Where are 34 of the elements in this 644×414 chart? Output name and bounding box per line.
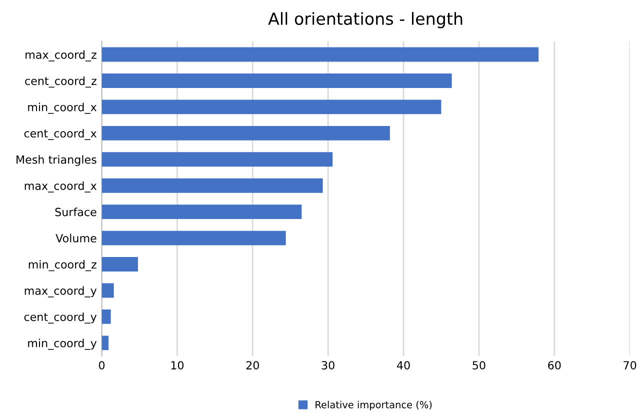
bar bbox=[102, 47, 539, 62]
x-tick-label: 10 bbox=[171, 361, 184, 370]
bar bbox=[102, 257, 138, 272]
bar bbox=[102, 74, 452, 88]
chart-title: All orientations - length bbox=[268, 12, 462, 28]
y-tick-label: cent_coord_z bbox=[25, 76, 96, 88]
bar bbox=[102, 152, 333, 167]
x-tick-label: 60 bbox=[548, 361, 561, 370]
y-tick-label: cent_coord_y bbox=[24, 312, 97, 324]
bar bbox=[102, 310, 111, 324]
y-tick-label: cent_coord_x bbox=[24, 128, 97, 140]
bar bbox=[102, 100, 442, 114]
x-tick-label: 50 bbox=[472, 361, 486, 370]
y-tick-label: max_coord_z bbox=[26, 50, 96, 62]
x-tick-label: 0 bbox=[98, 361, 105, 370]
bar bbox=[102, 178, 323, 193]
y-tick-label: min_coord_z bbox=[28, 260, 96, 272]
y-tick-label: min_coord_y bbox=[28, 338, 97, 350]
y-tick-label: max_coord_y bbox=[24, 286, 97, 298]
bar bbox=[102, 204, 302, 220]
x-tick-label: 30 bbox=[322, 361, 334, 370]
bar bbox=[102, 126, 390, 140]
bar bbox=[102, 336, 109, 350]
legend-label: Relative importance (%) bbox=[316, 400, 432, 410]
x-tick-label: 40 bbox=[396, 361, 410, 370]
y-tick-label: max_coord_x bbox=[24, 181, 97, 192]
y-tick-label: Surface bbox=[55, 208, 96, 216]
bar bbox=[102, 230, 286, 246]
y-tick-label: Mesh triangles bbox=[16, 155, 96, 166]
y-tick-label: min_coord_x bbox=[28, 102, 97, 114]
bar bbox=[102, 283, 114, 298]
x-tick-label: 70 bbox=[624, 361, 636, 370]
x-tick-label: 20 bbox=[246, 361, 259, 370]
y-tick-label: Volume bbox=[56, 234, 96, 242]
